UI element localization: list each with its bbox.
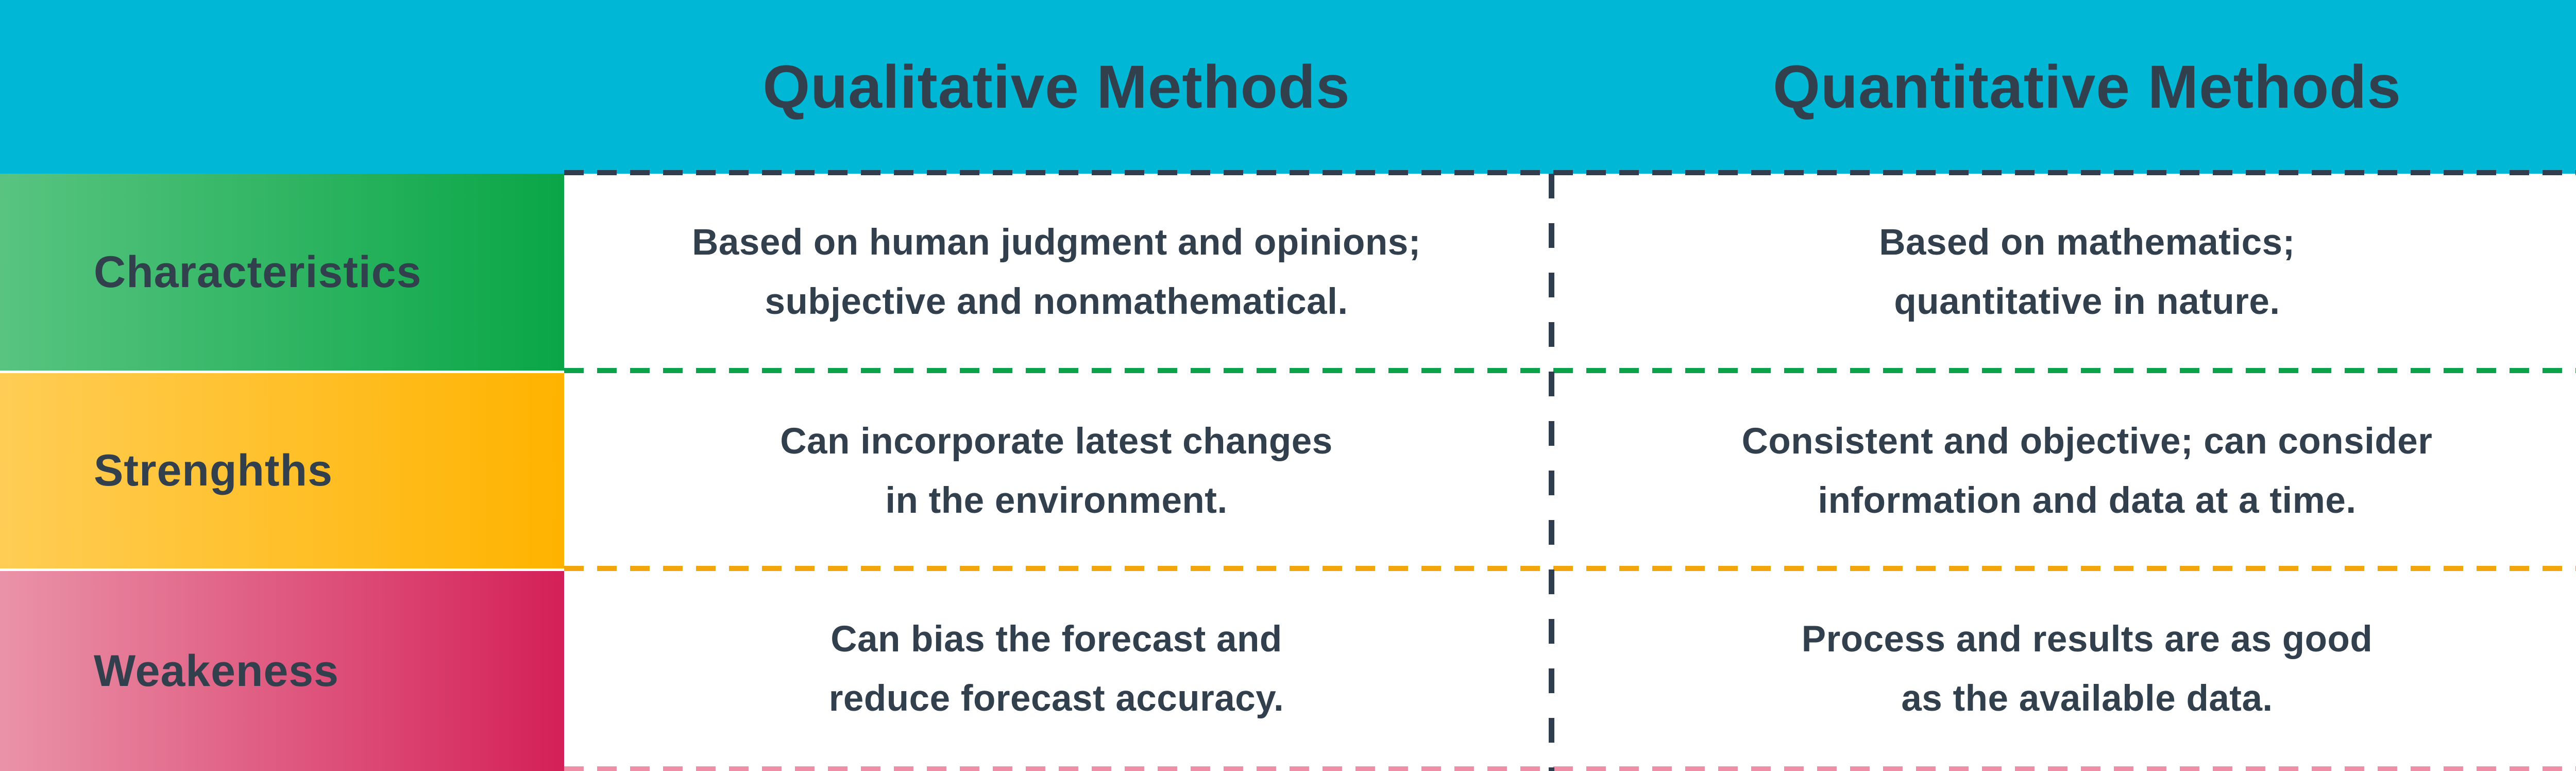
column-header-qualitative: Qualitative Methods — [762, 53, 1350, 121]
cell-characteristics-qualitative: Based on human judgment and opinions; su… — [564, 174, 1549, 371]
cell-text-line: Can incorporate latest changes — [780, 421, 1333, 462]
cell-weakness-qualitative: Can bias the forecast and reduce forecas… — [564, 571, 1549, 766]
row-label-weakness: Weakeness — [0, 571, 564, 771]
header-bottom-divider-dashed — [564, 170, 2576, 175]
row-label-text: Weakeness — [94, 646, 339, 696]
row-label-text: Characteristics — [94, 247, 422, 297]
weakness-row-divider-dashed — [564, 766, 2576, 771]
cell-strengths-qualitative: Can incorporate latest changes in the en… — [564, 373, 1549, 568]
cell-text-line: Consistent and objective; can consider — [1741, 421, 2433, 462]
cell-weakness-quantitative: Process and results are as good as the a… — [1554, 571, 2576, 766]
cell-strengths-quantitative: Consistent and objective; can consider i… — [1554, 373, 2576, 568]
cell-text-line: in the environment. — [885, 480, 1228, 521]
strengths-row-divider-dashed — [564, 566, 2576, 571]
cell-text-line: subjective and nonmathematical. — [765, 281, 1348, 322]
cell-text-line: as the available data. — [1901, 678, 2273, 719]
column-header-quantitative: Quantitative Methods — [1773, 53, 2401, 121]
row-label-strengths: Strenghths — [0, 373, 564, 568]
row-label-characteristics: Characteristics — [0, 174, 564, 371]
table-header-row: Qualitative Methods Quantitative Methods — [0, 0, 2576, 174]
row-label-text: Strenghths — [94, 446, 333, 495]
characteristics-row-divider-dashed — [564, 368, 2576, 373]
cell-text-line: Based on mathematics; — [1879, 222, 2295, 263]
column-divider-dashed — [1549, 174, 1554, 771]
cell-text-line: Based on human judgment and opinions; — [692, 222, 1421, 263]
cell-text-line: information and data at a time. — [1818, 480, 2357, 521]
cell-characteristics-quantitative: Based on mathematics; quantitative in na… — [1554, 174, 2576, 371]
cell-text-line: reduce forecast accuracy. — [828, 678, 1284, 719]
cell-text-line: Can bias the forecast and — [831, 618, 1282, 660]
cell-text-line: Process and results are as good — [1801, 618, 2373, 660]
cell-text-line: quantitative in nature. — [1894, 281, 2280, 322]
